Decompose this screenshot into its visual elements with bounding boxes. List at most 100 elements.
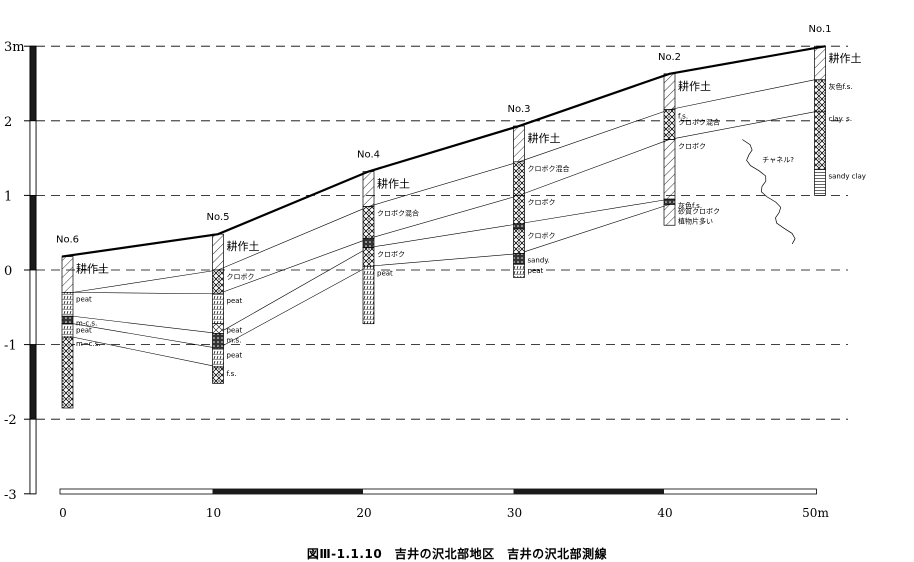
borehole-name: No.3: [508, 104, 531, 115]
layer-label: peat: [76, 295, 92, 303]
x-scale-segment: [513, 489, 664, 494]
y-tick-label: -2: [4, 413, 17, 428]
y-scale-segment: [29, 344, 37, 420]
layer-sand: [362, 206, 375, 240]
borehole-name: No.1: [809, 24, 832, 35]
layer-label: クロボク: [227, 273, 255, 281]
layer-label: m-c.s.: [76, 319, 97, 327]
layer-label: f.s.: [678, 113, 688, 121]
layer-sand: [513, 228, 525, 254]
layer-peat: [61, 323, 74, 338]
y-tick-label: -3: [4, 488, 17, 503]
y-tick-label: 3m: [4, 40, 25, 55]
y-scale-segment: [29, 194, 37, 271]
y-scale-segment: [29, 45, 37, 122]
layer-label: 灰色f.s.: [678, 201, 702, 210]
y-tick-label: 1: [4, 189, 12, 204]
layer-label: f.s.: [227, 370, 237, 378]
x-tick-label: 10: [206, 506, 221, 520]
x-scale-bar: [59, 488, 817, 495]
layer-hatch: [663, 139, 676, 200]
layer-sand: [212, 269, 224, 295]
y-scale-segment: [29, 269, 37, 345]
elevation-scale: 3m 2 1 0 -1 -2 -3: [4, 40, 37, 503]
figure-caption: 図Ⅲ-1.1.10 吉井の沢北部地区 吉井の沢北部測線: [306, 547, 608, 561]
layer-sand: [61, 336, 74, 409]
layer-hatch: [663, 204, 676, 226]
layer-label: クロボク: [528, 198, 556, 206]
borehole-name: No.6: [56, 235, 79, 246]
layer-label: クロボク混合: [377, 209, 419, 218]
layer-label: 耕作土: [829, 51, 862, 65]
layer-hatch: [663, 73, 676, 110]
layer-sand: [212, 366, 224, 384]
layer-hatch: [61, 256, 74, 293]
layer-label: sandy.: [528, 257, 550, 265]
layer-label: 耕作土: [528, 131, 561, 145]
borehole-name: No.4: [357, 150, 380, 161]
layer-sand: [513, 195, 525, 225]
y-scale-segment: [29, 120, 37, 196]
correlation-line: [72, 336, 219, 368]
annotation-label: クロボク混合: [678, 118, 720, 127]
layer-label: clay. s.: [829, 115, 853, 123]
annotation-label: チャネル?: [762, 156, 794, 164]
layer-peat: [212, 293, 224, 325]
ground-surface-line: [61, 45, 826, 258]
layer-peat: [362, 265, 375, 325]
layer-label: m~c.s.: [76, 340, 101, 348]
x-tick-label: 30: [507, 506, 522, 520]
layer-sand: [814, 111, 826, 170]
layer-dark: [212, 333, 224, 349]
layer-label: クロボク: [678, 142, 706, 150]
x-tick-label: 50m: [802, 506, 829, 520]
layer-label: 耕作土: [227, 239, 260, 253]
layer-label: peat: [227, 351, 243, 359]
y-scale-segment: [29, 418, 37, 495]
ground-surface: [61, 45, 826, 258]
distance-scale: 0 10 20 30 40 50m: [59, 488, 829, 520]
layer-sand: [663, 109, 676, 140]
layer-label: m.s.: [227, 336, 242, 344]
x-scale-segment: [212, 489, 363, 494]
layer-sand: [362, 247, 375, 267]
layer-sand: [814, 79, 826, 113]
layer-label: peat: [528, 267, 544, 275]
layer-dark: [663, 198, 676, 205]
layer-label: peat: [227, 297, 243, 305]
borehole-name: No.5: [207, 212, 230, 223]
layer-label: 耕作土: [76, 262, 109, 276]
layer-peat: [212, 347, 224, 368]
layer-hatch: [814, 45, 826, 81]
x-tick-label: 40: [657, 506, 672, 520]
layer-label: クロボク: [377, 251, 405, 259]
x-tick-label: 20: [356, 506, 371, 520]
correlation-line: [72, 79, 815, 293]
layer-dark: [513, 223, 525, 230]
layer-hatch: [362, 171, 375, 207]
boreholes: 耕作土peatm-c.s.peatm~c.s.No.6耕作土クロボクpeatpe…: [56, 24, 866, 409]
y-tick-label: 2: [4, 115, 12, 130]
layer-label: 灰色f.s.: [829, 82, 853, 91]
layer-sand: [513, 161, 525, 196]
layer-lines: [814, 168, 826, 196]
layer-label: peat: [227, 327, 243, 335]
layer-label: 耕作土: [377, 177, 410, 191]
layer-dark: [513, 253, 525, 265]
annotation-label: 植物片多い: [678, 217, 713, 226]
layer-label: クロボク: [528, 232, 556, 240]
layer-label: 耕作土: [678, 79, 711, 93]
layer-hatch: [212, 233, 224, 271]
layer-cross: [212, 323, 224, 334]
borehole-name: No.2: [658, 52, 681, 63]
layer-label: sandy clay: [829, 172, 866, 180]
layer-hatch: [513, 125, 525, 163]
y-tick-label: 0: [4, 264, 12, 279]
